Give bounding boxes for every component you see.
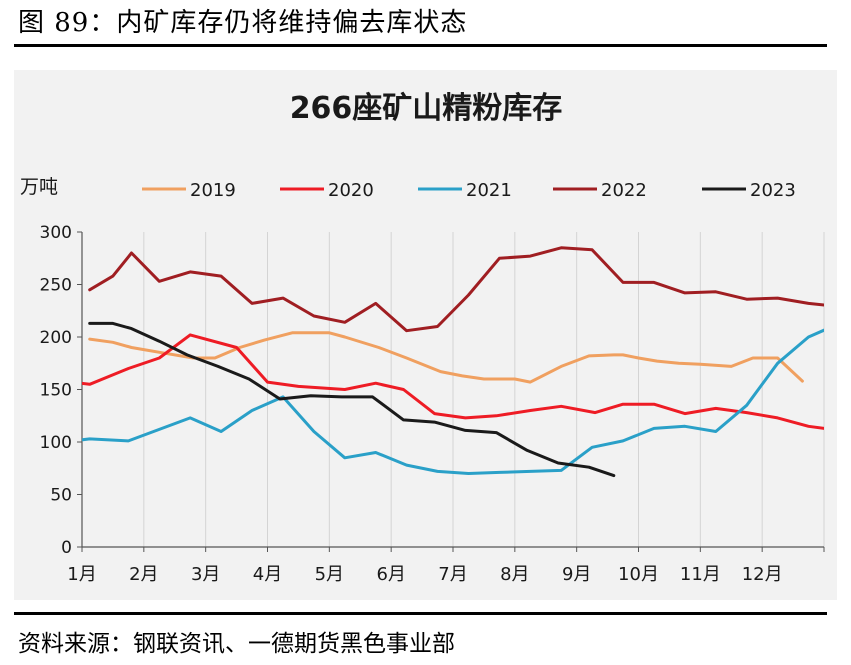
grid-lines — [81, 232, 825, 547]
x-tick-label: 9月 — [562, 564, 591, 585]
y-tick-label: 50 — [50, 486, 72, 506]
series-line-2020 — [82, 333, 824, 430]
x-tick-label: 8月 — [500, 564, 529, 585]
x-tick-label: 12月 — [742, 564, 783, 585]
x-tick-label: 10月 — [618, 564, 659, 585]
top-rule — [14, 44, 827, 47]
x-tick-label: 11月 — [680, 564, 721, 585]
series-line-2021 — [82, 328, 824, 475]
legend-label-2021: 2021 — [466, 180, 512, 201]
y-tick-label: 300 — [40, 223, 72, 243]
axes: 0 50 100 150 200 250 300 1月 2月 3月 4月 5月 6月 7月 8月 9月 10月 1… — [40, 223, 825, 585]
x-tick-label: 6月 — [376, 564, 405, 585]
legend-label-2022: 2022 — [601, 180, 647, 201]
y-tick-label: 250 — [40, 276, 72, 296]
x-tick-label: 4月 — [253, 564, 282, 585]
y-axis-unit: 万吨 — [20, 176, 58, 198]
series-line-2022 — [88, 246, 824, 333]
chart-title: 266座矿山精粉库存 — [290, 91, 563, 126]
legend-label-2020: 2020 — [328, 180, 374, 201]
chart-panel: 266座矿山精粉库存 万吨 2019 2020 2021 2022 2023 0 50 10… — [14, 70, 837, 600]
y-tick-label: 0 — [61, 538, 72, 558]
line-chart: 266座矿山精粉库存 万吨 2019 2020 2021 2022 2023 0 50 10… — [20, 91, 825, 585]
x-tick-label: 2月 — [129, 564, 158, 585]
legend-label-2023: 2023 — [750, 180, 796, 201]
x-tick-label: 1月 — [67, 564, 96, 585]
legend: 2019 2020 2021 2022 2023 — [142, 180, 796, 201]
x-tick-label: 5月 — [315, 564, 344, 585]
y-tick-label: 100 — [40, 433, 72, 453]
figure-title: 图 89：内矿库存仍将维持偏去库状态 — [18, 8, 468, 38]
y-tick-label: 200 — [40, 328, 72, 348]
y-tick-label: 150 — [40, 381, 72, 401]
source-note: 资料来源：钢联资讯、一德期货黑色事业部 — [18, 631, 455, 657]
x-tick-label: 3月 — [191, 564, 220, 585]
bottom-rule — [14, 612, 827, 615]
series-line-2023 — [88, 321, 616, 478]
series-lines — [82, 246, 824, 478]
x-tick-label: 7月 — [438, 564, 467, 585]
legend-label-2019: 2019 — [190, 180, 236, 201]
